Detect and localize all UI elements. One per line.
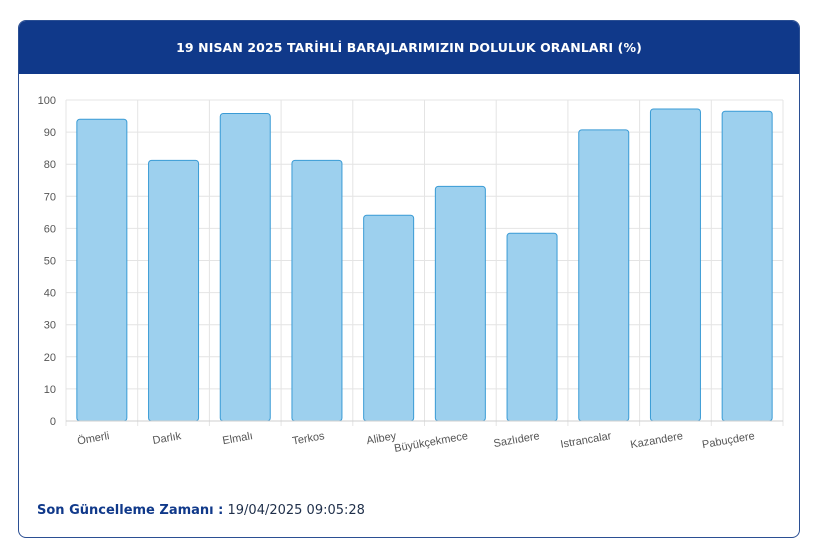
bar [434, 185, 486, 422]
x-tick-label: Alibey [366, 430, 398, 447]
y-tick-label: 90 [44, 127, 56, 139]
bar [578, 129, 630, 422]
x-tick-label: Ömerli [76, 430, 110, 447]
x-tick-label: Istrancalar [560, 430, 613, 451]
y-tick-label: 80 [44, 159, 56, 171]
last-update-label: Son Güncelleme Zamanı : [37, 503, 224, 518]
x-tick-label: Sazlıdere [493, 430, 541, 450]
bar-chart: 0 10 20 30 40 50 60 70 80 90 100 Ömerli Darlık Elmalı… [38, 95, 784, 455]
y-tick-label: 30 [44, 320, 56, 332]
y-tick-label: 70 [44, 191, 56, 203]
y-tick-label: 10 [44, 384, 56, 396]
y-tick-label: 20 [44, 352, 56, 364]
x-tick-label: Kazandere [629, 430, 683, 451]
y-tick-label: 50 [44, 256, 56, 268]
bar [291, 159, 343, 422]
bar [148, 159, 200, 422]
y-tick-label: 100 [38, 95, 56, 107]
bar [219, 112, 271, 422]
last-update-value: 19/04/2025 09:05:28 [227, 503, 365, 518]
x-tick-label: Büyükçekmece [393, 430, 469, 455]
x-tick-label: Elmalı [222, 430, 254, 447]
y-tick-label: 40 [44, 288, 56, 300]
x-tick-label: Darlık [152, 430, 183, 447]
y-tick-label: 0 [50, 416, 56, 428]
x-tick-label: Terkos [291, 430, 325, 448]
card-header: 19 NISAN 2025 TARİHLİ BARAJLARIMIZIN DOL… [19, 21, 799, 74]
chart-title: 19 NISAN 2025 TARİHLİ BARAJLARIMIZIN DOL… [176, 40, 642, 55]
y-tick-label: 60 [44, 223, 56, 235]
bar [721, 110, 773, 422]
last-update: Son Güncelleme Zamanı : 19/04/2025 09:05… [37, 503, 365, 518]
bar [506, 232, 558, 422]
bar [649, 108, 701, 422]
bar [363, 214, 415, 422]
bar [76, 118, 128, 422]
x-tick-label: Pabuçdere [701, 430, 755, 451]
